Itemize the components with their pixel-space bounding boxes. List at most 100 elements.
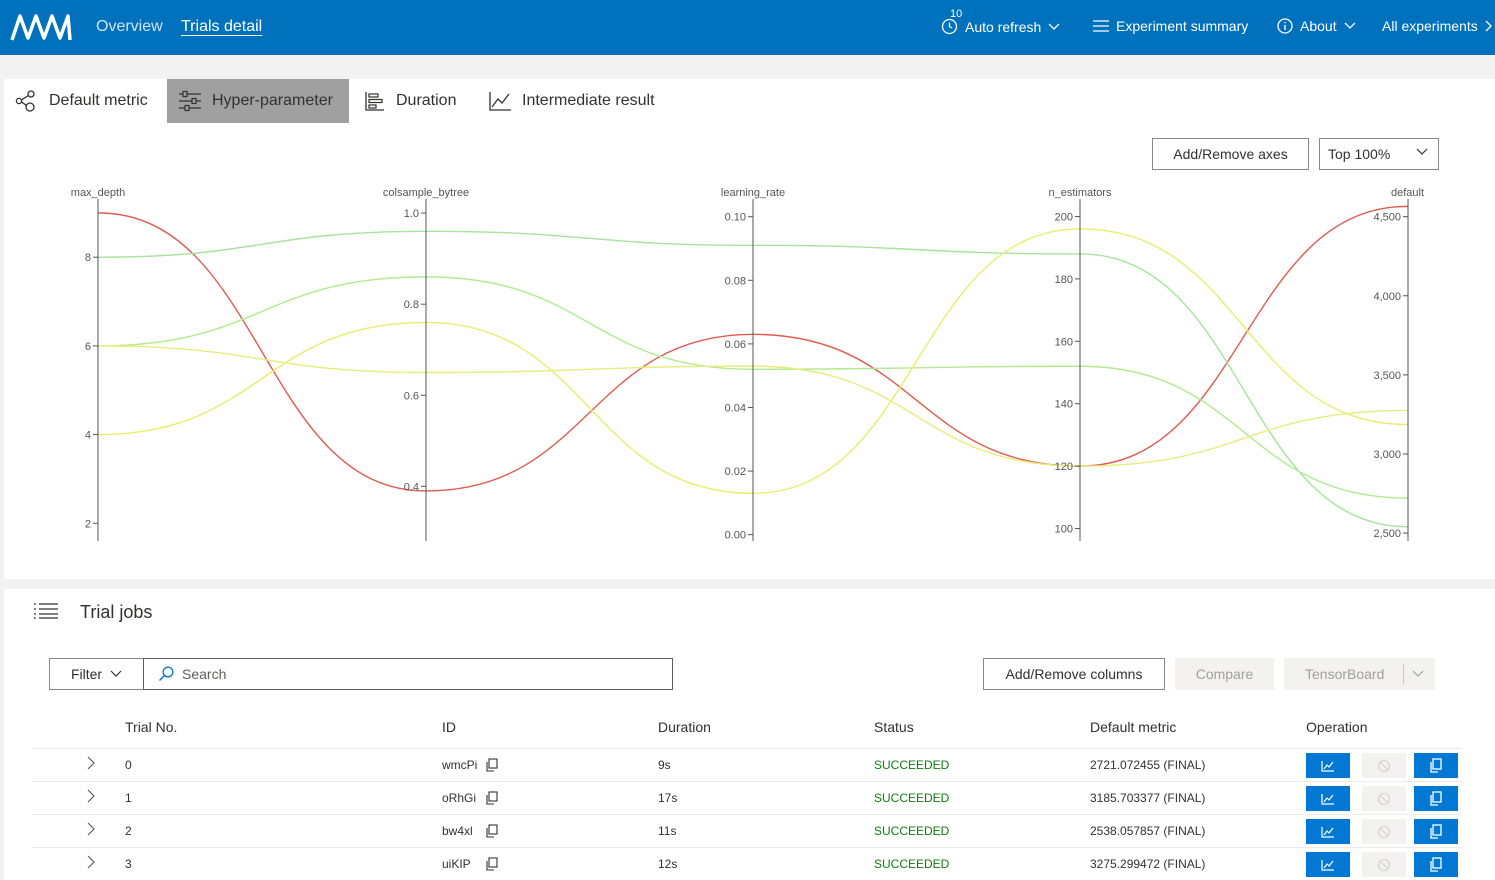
- metric-icon: [15, 90, 35, 112]
- experiment-summary-label: Experiment summary: [1116, 18, 1249, 34]
- copy-icon[interactable]: [486, 758, 498, 772]
- tick-label: 4,500: [1373, 212, 1401, 224]
- visualization-panel: Default metric Hyper-parameter Duration …: [4, 79, 1495, 579]
- trial-id: oRhGi: [442, 791, 477, 805]
- column-header-id[interactable]: ID: [442, 719, 456, 735]
- tab-hyper-parameter[interactable]: Hyper-parameter: [167, 79, 349, 123]
- status-badge: SUCCEEDED: [874, 857, 950, 871]
- kill-trial-button[interactable]: [1362, 852, 1406, 877]
- block-icon: [1377, 825, 1391, 838]
- tab-duration[interactable]: Duration: [353, 79, 467, 123]
- table-row[interactable]: 0 wmcPi 9s SUCCEEDED 2721.072455 (FINAL): [32, 748, 1462, 781]
- list-icon: [1093, 20, 1109, 32]
- axis-title[interactable]: colsample_bytree: [383, 187, 469, 199]
- trial-id: wmcPi: [442, 758, 478, 772]
- axis-title[interactable]: default: [1391, 187, 1424, 199]
- kill-trial-button[interactable]: [1362, 753, 1406, 778]
- trial-jobs-title: Trial jobs: [80, 602, 153, 622]
- nav-trials-detail-link[interactable]: Trials detail: [181, 18, 263, 35]
- copy-trial-button[interactable]: [1414, 753, 1458, 778]
- tick-label: 0.04: [725, 402, 746, 414]
- top-percent-value: Top 100%: [1328, 146, 1391, 162]
- line-chart-icon: [1321, 859, 1334, 871]
- line-chart-icon: [1321, 793, 1334, 805]
- tick-label: 8: [85, 252, 91, 264]
- search-input[interactable]: Search: [143, 658, 673, 690]
- trial-duration: 12s: [658, 857, 678, 871]
- axis-title[interactable]: n_estimators: [1049, 187, 1112, 199]
- auto-refresh-label: Auto refresh: [965, 18, 1042, 35]
- tab-intermediate-result[interactable]: Intermediate result: [477, 79, 666, 123]
- view-intermediate-button[interactable]: [1306, 852, 1350, 877]
- status-badge: SUCCEEDED: [874, 824, 950, 838]
- add-remove-columns-button[interactable]: Add/Remove columns: [983, 658, 1165, 690]
- tick-label: 1.0: [404, 208, 419, 220]
- top-navigation-bar: Overview Trials detail 10 Auto refresh E…: [0, 0, 1495, 55]
- all-experiments-label: All experiments: [1382, 18, 1478, 34]
- axis-title[interactable]: max_depth: [71, 187, 125, 199]
- copy-trial-button[interactable]: [1414, 852, 1458, 877]
- trial-id: uiKIP: [442, 857, 471, 871]
- tick-label: 2,500: [1373, 528, 1401, 540]
- chevron-right-icon[interactable]: [86, 755, 96, 771]
- copy-icon[interactable]: [486, 857, 498, 871]
- filter-dropdown[interactable]: Filter: [49, 658, 144, 690]
- about-button[interactable]: About: [1277, 18, 1356, 34]
- line-chart-icon: [489, 92, 511, 111]
- table-row[interactable]: 1 oRhGi 17s SUCCEEDED 3185.703377 (FINAL): [32, 781, 1462, 814]
- add-remove-axes-button[interactable]: Add/Remove axes: [1152, 138, 1309, 170]
- tick-label: 0.08: [725, 275, 746, 287]
- view-intermediate-button[interactable]: [1306, 753, 1350, 778]
- trial-duration: 9s: [658, 758, 671, 772]
- chevron-right-icon[interactable]: [86, 788, 96, 804]
- trial-id: bw4xl: [442, 824, 473, 838]
- tick-label: 6: [85, 341, 91, 353]
- tensorboard-button[interactable]: TensorBoard: [1284, 658, 1435, 690]
- sliders-icon: [179, 90, 201, 112]
- compare-button[interactable]: Compare: [1175, 658, 1274, 690]
- parallel-coordinates-chart[interactable]: max_depth 2 4 6 8 colsample_bytree 0.4 0.6 0.8 1.…: [4, 179, 1495, 559]
- chevron-right-icon[interactable]: [86, 821, 96, 837]
- search-icon: [159, 666, 174, 681]
- copy-icon: [1430, 791, 1442, 806]
- nni-logo[interactable]: [10, 10, 72, 42]
- column-header-duration[interactable]: Duration: [658, 719, 711, 735]
- auto-refresh-button[interactable]: Auto refresh: [941, 18, 1060, 35]
- experiment-summary-button[interactable]: Experiment summary: [1093, 18, 1248, 34]
- tick-label: 4,000: [1373, 291, 1401, 303]
- view-intermediate-button[interactable]: [1306, 786, 1350, 811]
- copy-icon[interactable]: [486, 791, 498, 805]
- copy-icon[interactable]: [486, 824, 498, 838]
- column-header-default-metric[interactable]: Default metric: [1090, 719, 1177, 735]
- tick-label: 200: [1055, 211, 1073, 223]
- filter-label: Filter: [70, 666, 103, 682]
- tab-label: Duration: [396, 92, 457, 109]
- table-row[interactable]: 2 bw4xl 11s SUCCEEDED 2538.057857 (FINAL): [32, 814, 1462, 847]
- copy-trial-button[interactable]: [1414, 819, 1458, 844]
- status-badge: SUCCEEDED: [874, 791, 950, 805]
- kill-trial-button[interactable]: [1362, 786, 1406, 811]
- top-percent-dropdown[interactable]: Top 100%: [1319, 138, 1439, 170]
- tick-label: 160: [1055, 336, 1073, 348]
- axis-title[interactable]: learning_rate: [721, 187, 785, 199]
- trial-jobs-panel: Trial jobs Filter Search Add/Remove colu…: [4, 589, 1495, 880]
- copy-icon: [1430, 824, 1442, 839]
- view-intermediate-button[interactable]: [1306, 819, 1350, 844]
- tab-label: Default metric: [49, 92, 148, 109]
- list-icon: [34, 603, 58, 619]
- line-chart-icon: [1321, 826, 1334, 838]
- all-experiments-link[interactable]: All experiments: [1382, 18, 1493, 34]
- series-line[interactable]: [97, 228, 1409, 495]
- tab-default-metric[interactable]: Default metric: [4, 79, 159, 123]
- table-row[interactable]: 3 uiKIP 12s SUCCEEDED 3275.299472 (FINAL): [32, 847, 1462, 880]
- series-line[interactable]: [97, 345, 1409, 467]
- nav-overview-link[interactable]: Overview: [96, 18, 163, 35]
- column-header-status[interactable]: Status: [874, 719, 914, 735]
- series-line[interactable]: [97, 230, 1409, 528]
- copy-trial-button[interactable]: [1414, 786, 1458, 811]
- tick-label: 0.02: [725, 466, 746, 478]
- column-header-trial-no[interactable]: Trial No.: [125, 719, 178, 735]
- chevron-down-icon: [110, 670, 122, 677]
- chevron-right-icon[interactable]: [86, 854, 96, 870]
- kill-trial-button[interactable]: [1362, 819, 1406, 844]
